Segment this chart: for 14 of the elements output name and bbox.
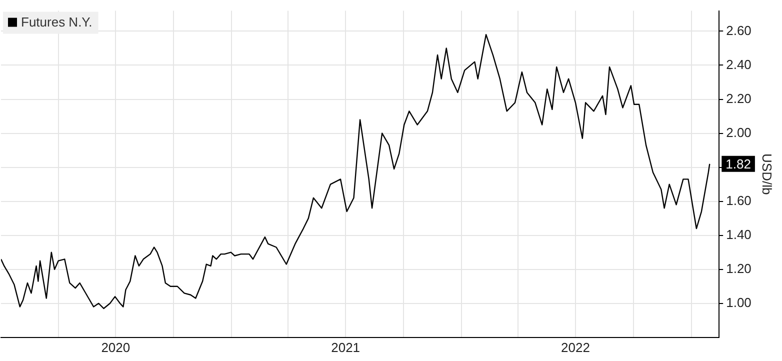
y-tick-label: 2.00 (726, 124, 752, 140)
annotation: 1.82 (726, 156, 751, 172)
y-axis-title: USD/lb (760, 154, 775, 195)
x-tick-label: 2022 (561, 340, 590, 355)
y-tick-label: 2.40 (726, 56, 752, 72)
y-tick-label: 1.40 (726, 226, 752, 242)
x-tick-label: 2021 (331, 340, 360, 355)
y-tick-label: 1.60 (726, 192, 752, 208)
y-tick-label: 1.00 (726, 294, 752, 310)
y-tick-label: 2.60 (726, 22, 752, 38)
legend-label: Futures N.Y. (21, 14, 92, 30)
y-tick-label: 2.20 (726, 90, 752, 106)
y-tick-label: 1.20 (726, 260, 752, 276)
x-tick-label: 2020 (101, 340, 130, 355)
